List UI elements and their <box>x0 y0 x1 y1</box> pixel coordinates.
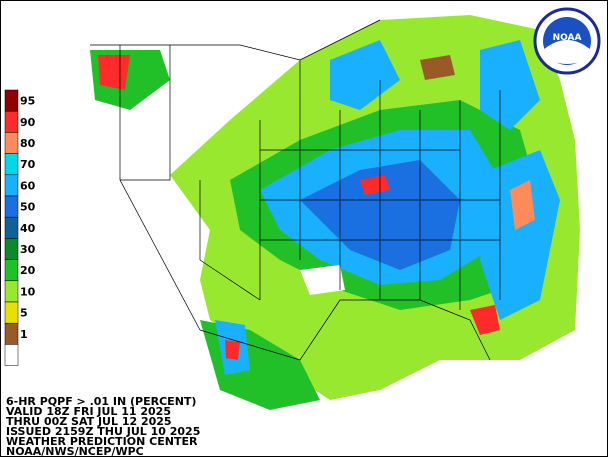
legend-label: 30 <box>20 243 36 256</box>
logo: NOAA <box>533 7 601 75</box>
legend-swatch <box>4 132 19 154</box>
legend-swatch <box>4 280 19 303</box>
footer-line: THRU 00Z SAT JUL 12 2025 <box>6 415 172 428</box>
legend-label: 95 <box>20 95 35 108</box>
footer-line: VALID 18Z FRI JUL 11 2025 <box>6 405 171 418</box>
legend-swatch <box>4 301 19 324</box>
legend-swatch <box>4 110 19 133</box>
legend-swatch <box>4 344 19 366</box>
footer-line: NOAA/NWS/NCEP/WPC <box>6 445 144 457</box>
legend-label: 40 <box>20 222 36 235</box>
legend-swatch <box>4 259 19 282</box>
footer-line: 6-HR PQPF > .01 IN (PERCENT) <box>6 395 196 408</box>
legend-swatch <box>4 153 19 176</box>
footer: 6-HR PQPF > .01 IN (PERCENT)VALID 18Z FR… <box>6 395 200 457</box>
legend-label: 1 <box>20 328 28 341</box>
legend-label: 20 <box>20 264 36 277</box>
logo-text: NOAA <box>553 33 582 43</box>
legend-label: 5 <box>20 307 28 320</box>
legend-label: 10 <box>20 285 36 298</box>
legend-label: 90 <box>20 116 36 129</box>
legend-label: 50 <box>20 201 36 214</box>
footer-line: WEATHER PREDICTION CENTER <box>6 435 198 448</box>
legend: 95 90 80 70 60 50 40 30 20 10 5 1 <box>4 89 36 366</box>
legend-swatch <box>4 195 19 218</box>
legend-swatch <box>4 174 19 197</box>
legend-swatch <box>4 238 19 260</box>
legend-swatch <box>4 322 19 345</box>
legend-swatch <box>4 89 19 112</box>
legend-label: 80 <box>20 137 36 150</box>
legend-swatch <box>4 216 19 239</box>
footer-line: ISSUED 2159Z THU JUL 10 2025 <box>6 425 200 438</box>
legend-label: 60 <box>20 179 36 192</box>
boundaries <box>90 19 501 361</box>
logo-wave <box>543 40 591 64</box>
legend-label: 70 <box>20 158 36 171</box>
